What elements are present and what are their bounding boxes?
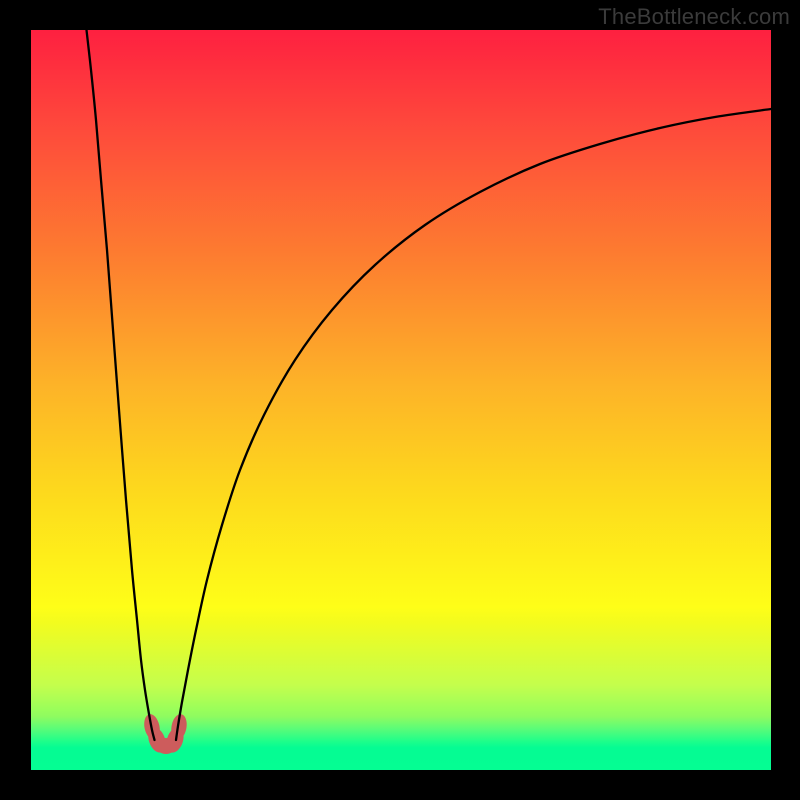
watermark-text: TheBottleneck.com [598,4,790,30]
chart-svg [0,0,800,800]
